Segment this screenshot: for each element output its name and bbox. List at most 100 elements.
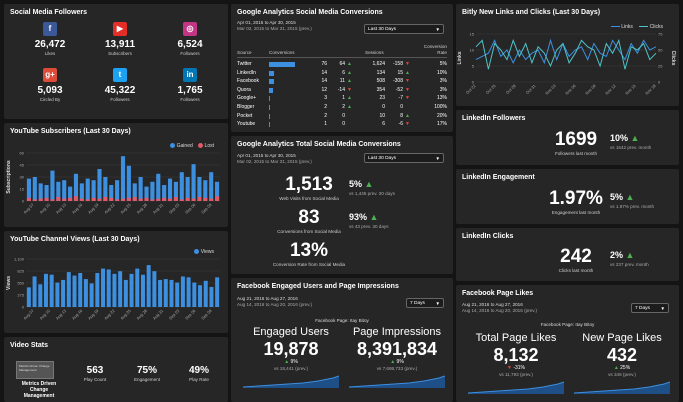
bar[interactable]	[32, 276, 37, 307]
bar[interactable]	[163, 279, 168, 307]
bar-lost[interactable]	[209, 198, 214, 201]
bar-lost[interactable]	[203, 197, 208, 201]
bar-lost[interactable]	[185, 197, 190, 201]
bar[interactable]	[198, 285, 203, 307]
bar[interactable]	[26, 287, 31, 307]
table-row[interactable]: Youtube 1 0 6 -6 ▼ 17%	[237, 121, 447, 129]
bar[interactable]	[43, 273, 48, 307]
bar-lost[interactable]	[150, 199, 155, 201]
bar-lost[interactable]	[115, 199, 120, 201]
bar[interactable]	[38, 284, 43, 307]
bar[interactable]	[180, 276, 185, 307]
bar[interactable]	[129, 273, 134, 307]
bar[interactable]	[144, 186, 149, 201]
table-row[interactable]: Google+ 3 1 ▲ 23 -7 ▼ 13%	[237, 95, 447, 103]
bar[interactable]	[192, 282, 197, 307]
bar[interactable]	[66, 272, 71, 307]
bar[interactable]	[138, 177, 143, 201]
bar-lost[interactable]	[120, 198, 126, 201]
bar[interactable]	[103, 177, 108, 201]
video-title[interactable]: Metrics Driven Change Management	[21, 381, 57, 399]
bar-lost[interactable]	[126, 197, 131, 201]
bar[interactable]	[106, 269, 111, 307]
bar[interactable]	[215, 181, 220, 201]
bar[interactable]	[32, 177, 37, 201]
bar-lost[interactable]	[91, 197, 96, 201]
bar-lost[interactable]	[32, 199, 37, 201]
bar-lost[interactable]	[191, 198, 196, 201]
bar[interactable]	[173, 181, 178, 201]
bar[interactable]	[175, 282, 180, 307]
bar-lost[interactable]	[132, 197, 137, 201]
bar[interactable]	[101, 268, 106, 307]
bar-lost[interactable]	[56, 197, 61, 201]
table-row[interactable]: Pocket 2 0 10 8 ▲ 20%	[237, 113, 447, 121]
bar-lost[interactable]	[179, 199, 184, 201]
bar[interactable]	[215, 277, 220, 307]
bar[interactable]	[91, 180, 96, 201]
bar-lost[interactable]	[156, 198, 161, 201]
bar[interactable]	[55, 282, 60, 307]
bar[interactable]	[203, 180, 208, 201]
bar-lost[interactable]	[109, 197, 114, 201]
bar-lost[interactable]	[26, 197, 31, 201]
table-row[interactable]: Facebook 14 11 ▲ 508 -308 ▼ 3%	[237, 78, 447, 86]
bar[interactable]	[49, 274, 54, 307]
bar[interactable]	[68, 186, 73, 201]
bar[interactable]	[197, 177, 202, 201]
bar[interactable]	[179, 172, 184, 201]
bar[interactable]	[109, 185, 114, 201]
bar[interactable]	[79, 183, 84, 201]
bar[interactable]	[167, 178, 173, 201]
bar[interactable]	[123, 279, 128, 307]
bar[interactable]	[78, 272, 83, 307]
bar-lost[interactable]	[85, 199, 90, 201]
bar-lost[interactable]	[197, 197, 202, 201]
bar[interactable]	[162, 185, 167, 201]
bar[interactable]	[89, 283, 94, 307]
bar[interactable]	[62, 180, 67, 201]
table-row[interactable]: Blogger 2 2 ▲ 0 0 100%	[237, 104, 447, 112]
bar-lost[interactable]	[68, 197, 73, 201]
bar[interactable]	[72, 275, 77, 307]
bar[interactable]	[38, 183, 43, 201]
bar[interactable]	[44, 185, 49, 201]
bar[interactable]	[132, 183, 137, 201]
bar[interactable]	[150, 181, 155, 201]
bar[interactable]	[152, 271, 157, 307]
google-plus-icon[interactable]: g+	[43, 68, 57, 82]
bar-lost[interactable]	[167, 198, 173, 201]
linkedin-icon[interactable]: in	[183, 68, 197, 82]
bar[interactable]	[61, 279, 66, 307]
period-dropdown[interactable]: 7 Days ▼	[631, 303, 669, 313]
bar-lost[interactable]	[62, 198, 67, 201]
bar[interactable]	[191, 164, 196, 201]
bar[interactable]	[95, 272, 100, 307]
bar[interactable]	[56, 181, 61, 201]
bar-lost[interactable]	[138, 198, 143, 201]
instagram-icon[interactable]: ◎	[183, 22, 197, 36]
bar[interactable]	[126, 165, 131, 201]
bar-lost[interactable]	[44, 197, 49, 201]
bar-lost[interactable]	[173, 197, 178, 201]
bar[interactable]	[156, 173, 161, 201]
bar-lost[interactable]	[97, 198, 102, 201]
bar[interactable]	[146, 265, 151, 307]
table-row[interactable]: Quora 12 -14 ▼ 354 -52 ▼ 3%	[237, 87, 447, 95]
bar[interactable]	[97, 169, 102, 201]
bar[interactable]	[118, 271, 123, 307]
bar[interactable]	[209, 286, 214, 307]
bar[interactable]	[140, 274, 145, 307]
bar-lost[interactable]	[79, 198, 84, 201]
bar[interactable]	[186, 277, 191, 307]
bar[interactable]	[83, 279, 88, 307]
bar[interactable]	[169, 279, 174, 307]
table-row[interactable]: LinkedIn 14 6 ▲ 134 15 ▲ 10%	[237, 70, 447, 78]
bar-lost[interactable]	[144, 197, 149, 201]
bar[interactable]	[135, 268, 140, 307]
bar[interactable]	[120, 156, 126, 201]
bar[interactable]	[85, 178, 90, 201]
bar[interactable]	[203, 280, 208, 307]
table-row[interactable]: Twitter 76 64 ▲ 1,624 -158 ▼ 5%	[237, 61, 447, 69]
bar-lost[interactable]	[50, 199, 55, 201]
